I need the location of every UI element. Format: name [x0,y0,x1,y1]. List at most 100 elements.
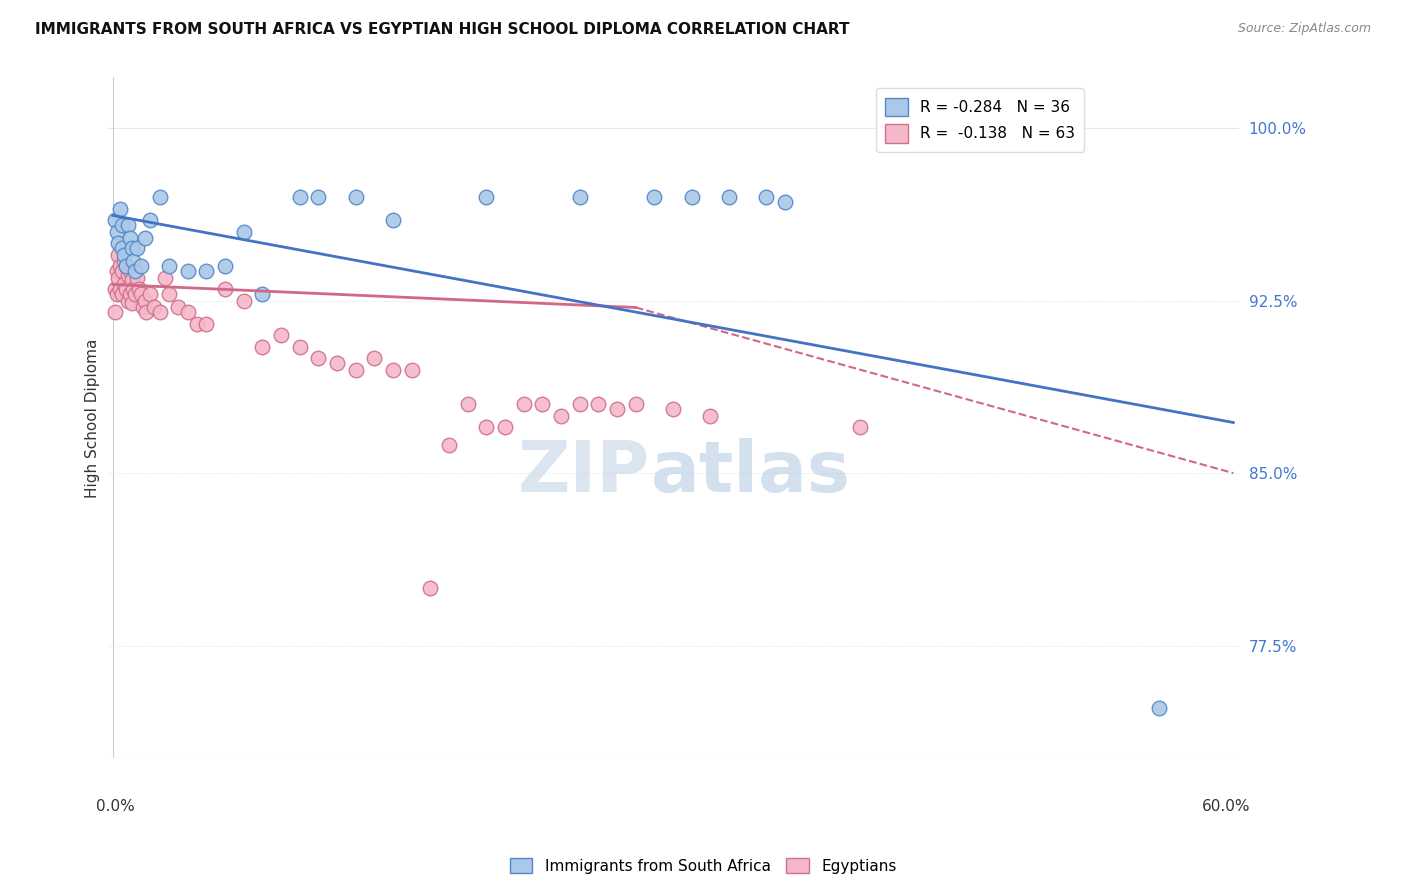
Point [112,247,135,261]
Point [232,293,254,308]
Point [157,259,180,273]
Point [124,286,146,301]
Point [176,263,198,277]
Point [1147,700,1170,714]
Point [118,286,141,301]
Text: 60.0%: 60.0% [1202,799,1250,814]
Point [132,301,155,315]
Point [401,362,423,376]
Point [475,190,498,204]
Point [134,293,156,308]
Point [134,231,156,245]
Point [139,286,162,301]
Text: Source: ZipAtlas.com: Source: ZipAtlas.com [1237,22,1371,36]
Point [142,301,165,315]
Point [129,286,152,301]
Point [252,286,274,301]
Text: atlas: atlas [651,438,851,507]
Text: 0.0%: 0.0% [96,799,135,814]
Point [121,296,143,310]
Point [773,194,796,209]
Point [252,340,274,354]
Point [195,317,218,331]
Point [718,190,741,204]
Point [104,213,127,227]
Point [117,218,139,232]
Point [112,254,135,268]
Point [475,420,498,434]
Point [104,305,127,319]
Point [307,351,329,365]
Text: IMMIGRANTS FROM SOUTH AFRICA VS EGYPTIAN HIGH SCHOOL DIPLOMA CORRELATION CHART: IMMIGRANTS FROM SOUTH AFRICA VS EGYPTIAN… [35,22,849,37]
Point [110,282,132,296]
Point [104,282,127,296]
Point [122,282,145,296]
Point [148,305,170,319]
Point [494,420,516,434]
Point [122,254,145,268]
Text: ZIP: ZIP [519,438,651,507]
Point [105,263,128,277]
Point [128,282,150,296]
Point [115,259,138,273]
Point [111,286,134,301]
Point [195,263,218,277]
Point [157,286,180,301]
Point [326,356,349,370]
Point [381,362,404,376]
Point [118,263,141,277]
Point [568,190,591,204]
Point [129,259,152,273]
Point [127,270,149,285]
Point [110,202,132,216]
Point [550,409,572,423]
Point [107,247,129,261]
Point [117,268,139,283]
Point [288,190,311,204]
Point [117,293,139,308]
Point [232,225,254,239]
Point [849,420,872,434]
Legend: Immigrants from South Africa, Egyptians: Immigrants from South Africa, Egyptians [503,852,903,880]
Point [457,397,479,411]
Point [153,270,176,285]
Point [124,263,146,277]
Point [115,259,138,273]
Point [307,190,329,204]
Point [111,263,134,277]
Legend: R = -0.284   N = 36, R =  -0.138   N = 63: R = -0.284 N = 36, R = -0.138 N = 63 [876,88,1084,152]
Point [167,301,190,315]
Point [531,397,554,411]
Point [105,225,128,239]
Point [606,401,628,416]
Point [121,273,143,287]
Point [344,362,367,376]
Point [363,351,385,365]
Point [662,401,685,416]
Point [624,397,647,411]
Point [176,305,198,319]
Point [419,581,441,595]
Point [115,282,138,296]
Point [118,231,141,245]
Point [344,190,367,204]
Point [121,241,143,255]
Point [127,241,149,255]
Point [437,438,460,452]
Point [588,397,610,411]
Point [214,282,236,296]
Point [105,286,128,301]
Point [186,317,208,331]
Point [107,235,129,250]
Point [107,270,129,285]
Point [681,190,703,204]
Point [755,190,778,204]
Point [111,218,134,232]
Point [288,340,311,354]
Point [381,213,404,227]
Y-axis label: High School Diploma: High School Diploma [86,338,100,498]
Point [512,397,534,411]
Point [270,328,292,343]
Point [643,190,665,204]
Point [110,259,132,273]
